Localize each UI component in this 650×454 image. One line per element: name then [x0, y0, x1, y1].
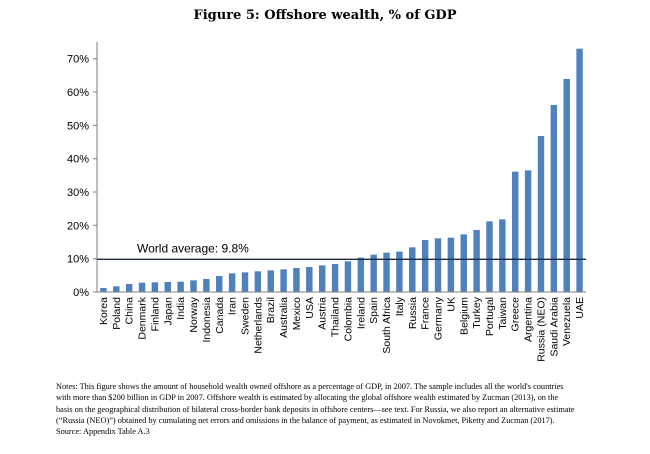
x-tick-label: Venezuela — [561, 297, 573, 346]
x-tick-label: Russia — [407, 297, 419, 329]
bar — [473, 230, 480, 292]
x-tick-label: USA — [304, 297, 316, 319]
x-tick-label: India — [175, 297, 187, 320]
bar — [576, 48, 583, 292]
x-tick-label: Austria — [317, 297, 329, 330]
bar — [228, 273, 236, 292]
x-tick-label: Denmark — [137, 296, 149, 339]
x-tick-label: Australia — [278, 297, 290, 338]
x-tick-label: South Africa — [381, 297, 393, 354]
bar — [151, 282, 159, 292]
bar — [241, 272, 249, 292]
x-tick-label: Thailand — [330, 297, 342, 337]
bar — [499, 219, 506, 292]
notes-line: Notes: This figure shows the amount of h… — [56, 382, 564, 391]
notes-line: (“Russia (NEO)”) obtained by cumulating … — [56, 415, 555, 425]
bar — [190, 280, 197, 292]
bar — [216, 276, 223, 292]
bar — [409, 247, 416, 292]
bar — [100, 288, 107, 292]
y-tick-label: 10% — [67, 254, 89, 266]
x-tick-label: Saudi Arabia — [548, 297, 560, 357]
x-tick-label: Sweden — [239, 297, 251, 335]
x-tick-label: Poland — [111, 297, 123, 330]
x-tick-label: Norway — [188, 296, 200, 332]
bar — [177, 281, 184, 292]
bar — [524, 170, 532, 292]
bar — [447, 237, 455, 292]
x-tick-label: Japan — [162, 297, 174, 326]
figure-notes: Notes: This figure shows the amount of h… — [56, 381, 608, 437]
x-tick-label: China — [124, 297, 136, 325]
x-tick-label: Germany — [433, 296, 445, 340]
notes-line: basis on the geographical distribution o… — [56, 404, 575, 414]
bar — [125, 284, 133, 292]
x-tick-label: Turkey — [471, 296, 483, 328]
bar — [331, 264, 339, 292]
x-tick-label: Greece — [510, 297, 522, 332]
bar — [306, 267, 313, 292]
y-tick-label: 40% — [67, 154, 89, 166]
x-tick-label: Indonesia — [201, 297, 213, 343]
bar — [512, 171, 519, 292]
bar — [293, 268, 300, 292]
x-tick-label: Iran — [227, 297, 239, 315]
x-tick-label: Russia (NEO) — [535, 297, 547, 362]
bar — [203, 279, 210, 292]
bar — [254, 271, 262, 292]
bar — [421, 240, 429, 292]
bar — [460, 234, 467, 292]
bar — [280, 269, 287, 292]
y-tick-label: 30% — [67, 187, 89, 199]
bar — [370, 254, 377, 292]
bar — [267, 270, 274, 292]
x-tick-label: UAE — [574, 297, 586, 319]
x-tick-label: Colombia — [342, 297, 354, 342]
chart-title: Figure 5: Offshore wealth, % of GDP — [193, 8, 457, 23]
y-tick-label: 50% — [67, 120, 89, 132]
y-tick-label: 20% — [67, 220, 89, 232]
x-tick-label: Finland — [149, 297, 161, 332]
x-tick-label: Taiwan — [497, 297, 509, 330]
bar — [383, 252, 390, 292]
bar — [396, 251, 403, 292]
x-tick-label: France — [420, 297, 432, 330]
x-tick-label: Belgium — [458, 297, 470, 335]
x-tick-label: Argentina — [523, 297, 535, 342]
x-tick-label: Portugal — [484, 297, 496, 336]
bar — [113, 286, 120, 292]
bar — [164, 282, 171, 292]
bar — [434, 238, 442, 292]
bar — [318, 265, 326, 292]
bar — [537, 136, 545, 292]
notes-line: Source: Appendix Table A.3 — [56, 427, 150, 437]
x-tick-label: UK — [445, 297, 457, 312]
world-average-label: World average: 9.8% — [137, 241, 249, 255]
notes-line: with more than $200 billion in GDP in 20… — [56, 393, 559, 403]
x-tick-label: Ireland — [355, 297, 367, 329]
bar-chart: 0% 10% 20% 30% 40% 50% 60% 70% Korea Poland China D… — [67, 42, 586, 362]
bar — [486, 221, 493, 292]
x-tick-label: Canada — [214, 297, 226, 334]
y-tick-label: 60% — [67, 87, 89, 99]
bar — [344, 261, 352, 292]
bar — [357, 257, 365, 292]
bar — [550, 105, 558, 292]
x-tick-label: Brazil — [265, 297, 277, 323]
x-tick-label: Korea — [98, 297, 110, 325]
y-tick-label: 0% — [73, 287, 89, 299]
x-tick-label: Italy — [394, 296, 406, 316]
x-tick-label: Spain — [368, 297, 380, 324]
y-tick-label: 70% — [67, 54, 89, 66]
bar — [138, 282, 146, 292]
bar — [563, 79, 570, 292]
x-tick-label: Netherlands — [252, 297, 264, 354]
x-tick-label: Mexico — [291, 297, 303, 330]
